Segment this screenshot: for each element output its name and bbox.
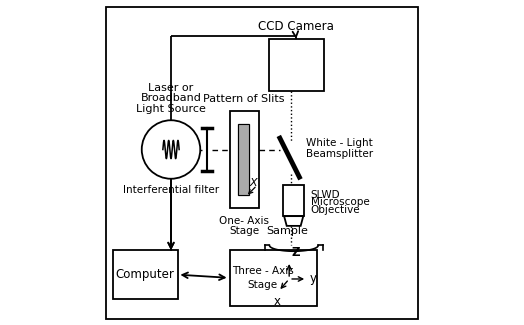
Text: Z: Z: [291, 246, 300, 259]
Text: Beamsplitter: Beamsplitter: [306, 149, 373, 159]
Text: Three - Axis: Three - Axis: [232, 266, 294, 276]
FancyBboxPatch shape: [268, 39, 324, 91]
Text: X: X: [249, 178, 257, 188]
Text: Stage: Stage: [248, 280, 278, 290]
Text: Microscope: Microscope: [311, 197, 369, 207]
Polygon shape: [284, 216, 303, 226]
Text: Sample: Sample: [266, 226, 308, 236]
Text: y: y: [309, 272, 316, 285]
Text: Stage: Stage: [229, 226, 259, 236]
FancyBboxPatch shape: [230, 111, 259, 208]
Text: CCD Camera: CCD Camera: [258, 20, 334, 32]
Text: Broadband: Broadband: [140, 93, 201, 103]
FancyBboxPatch shape: [113, 250, 178, 299]
FancyBboxPatch shape: [283, 185, 304, 216]
FancyBboxPatch shape: [230, 250, 317, 306]
Polygon shape: [237, 124, 249, 195]
Text: Light Source: Light Source: [136, 104, 206, 114]
FancyBboxPatch shape: [106, 6, 418, 318]
Text: x: x: [274, 294, 280, 307]
Text: Objective: Objective: [311, 205, 361, 215]
Text: White - Light: White - Light: [306, 138, 373, 148]
Text: Laser or: Laser or: [148, 83, 194, 93]
Text: Interferential filter: Interferential filter: [123, 185, 219, 195]
Text: SLWD: SLWD: [311, 189, 341, 200]
Text: Pattern of Slits: Pattern of Slits: [203, 94, 285, 104]
Text: Computer: Computer: [116, 268, 174, 281]
Text: One- Axis: One- Axis: [219, 216, 269, 226]
